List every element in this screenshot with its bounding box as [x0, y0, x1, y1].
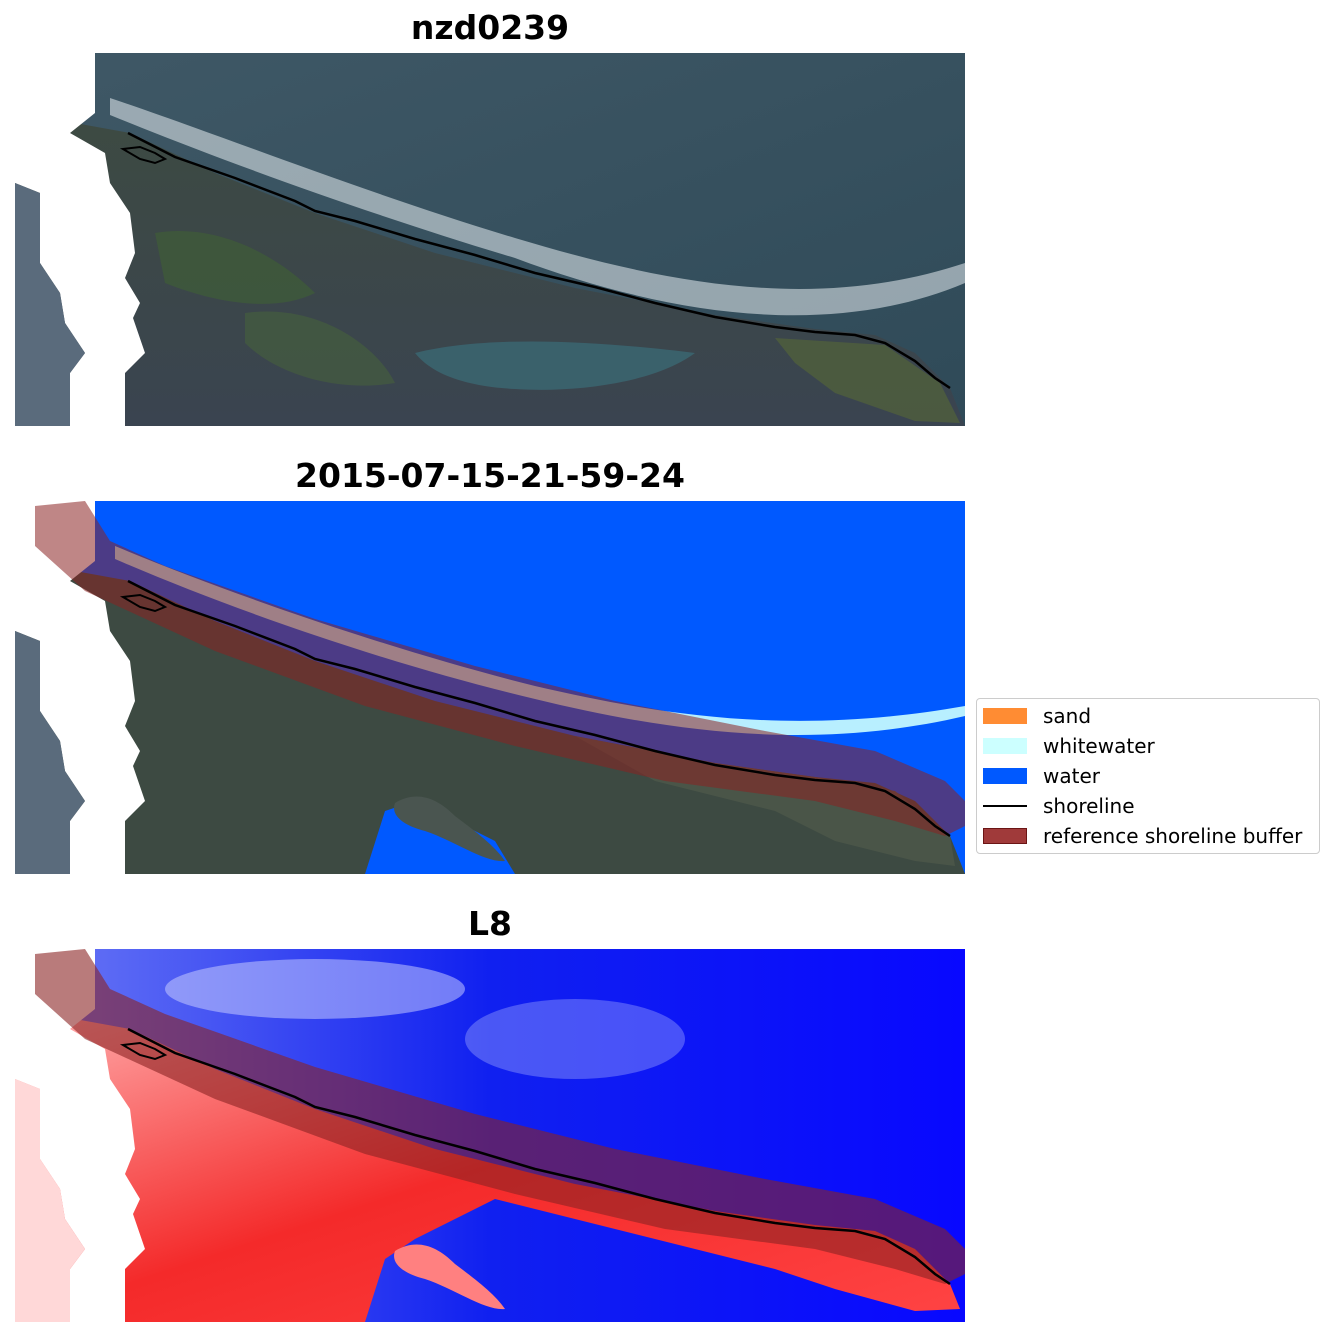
classified-image [15, 501, 965, 874]
legend-item-sand: sand [983, 703, 1091, 729]
reference-buffer-outer-3 [35, 949, 965, 1284]
legend-item-buffer: reference shoreline buffer [983, 823, 1302, 849]
cloud-haze-left-2 [15, 631, 85, 874]
reference-buffer-outer [35, 501, 965, 836]
mndwi-image-canvas [15, 949, 965, 1322]
legend-label-shoreline: shoreline [1043, 794, 1135, 818]
cloud-nodata-left-3 [15, 949, 145, 1322]
legend-item-shoreline: shoreline [983, 793, 1135, 819]
cloud-haze-left [15, 183, 85, 426]
shoreline-line-2 [127, 579, 951, 838]
whitewater-swatch [983, 738, 1027, 754]
cloud-streak-2 [465, 999, 685, 1079]
island-2 [394, 796, 505, 862]
island-index [394, 1244, 505, 1310]
shoreline-swatch [983, 804, 1027, 808]
sand-swatch [983, 708, 1027, 724]
shoreline-island [119, 145, 168, 165]
panel-title-date: 2015-07-15-21-59-24 [295, 456, 685, 495]
legend: sand whitewater water shoreline referenc… [976, 698, 1320, 854]
legend-label-whitewater: whitewater [1043, 734, 1155, 758]
lagoon [415, 341, 695, 390]
legend-label-water: water [1043, 764, 1100, 788]
water-swatch [983, 768, 1027, 784]
rgb-image-canvas [15, 53, 965, 426]
cloud-haze-left-3 [15, 1079, 85, 1322]
panel-title-rgb: nzd0239 [410, 8, 570, 47]
cloud-nodata-left [15, 53, 145, 426]
legend-label-buffer: reference shoreline buffer [1043, 824, 1303, 848]
rgb-satellite-image [15, 53, 965, 426]
legend-item-water: water [983, 763, 1100, 789]
shoreline-line-3 [127, 1027, 951, 1286]
cloud-nodata-left-2 [15, 501, 145, 874]
classified-image-canvas [15, 501, 965, 874]
peninsula [775, 338, 960, 423]
cloud-streak-1 [165, 959, 465, 1019]
legend-label-sand: sand [1043, 704, 1092, 728]
green-hills-2 [245, 311, 395, 386]
legend-item-whitewater: whitewater [983, 733, 1155, 759]
mndwi-image [15, 949, 965, 1322]
buffer-swatch [983, 828, 1027, 844]
shoreline-island-2 [119, 593, 168, 613]
green-hills [155, 231, 315, 304]
panel-title-satellite: L8 [468, 904, 512, 943]
surf-zone [110, 98, 965, 316]
shoreline-line [127, 131, 951, 390]
shoreline-island-3 [119, 1041, 168, 1061]
